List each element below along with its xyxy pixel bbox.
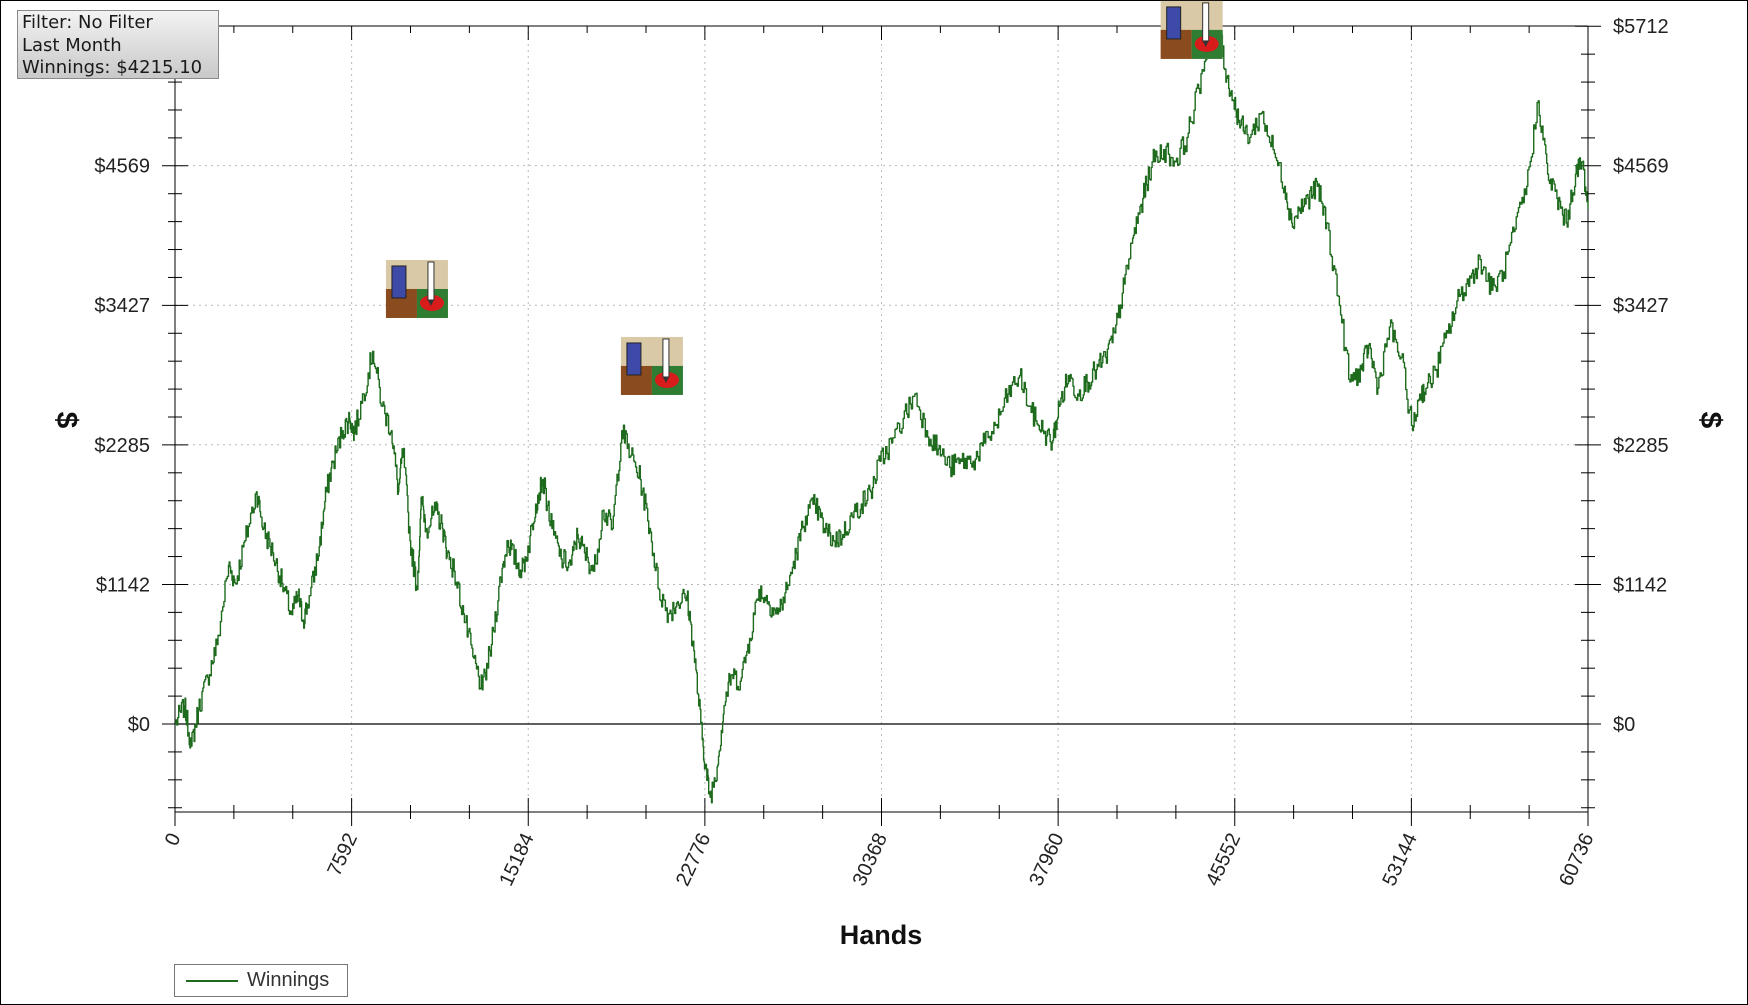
y-tick-label-right: $4569 [1613,156,1669,178]
filter-text: Filter: No Filter [22,12,153,33]
axis-ticks [162,25,1601,826]
y-axis-right-labels: $0 $1142 $2285 $3427 $4569 $5712 [1613,16,1669,736]
x-axis-title: Hands [840,920,923,950]
marker-pen [662,338,670,378]
y-tick-label-right: $2285 [1613,435,1669,457]
y-tick-label-right: $1142 [1613,574,1667,596]
y-tick-label-right: $5712 [1613,16,1669,38]
marker-pen-tip [662,376,669,383]
y-tick-label-left: $2285 [94,435,150,457]
series-line-winnings [175,20,1589,804]
y-tick-label-right: $3427 [1613,295,1669,317]
period-text: Last Month [22,34,122,56]
marker-bottle [1166,6,1182,40]
marker-bottle [391,265,407,299]
hand-marker-icon [620,336,683,395]
filter-info-box: Filter: No Filter Last Month Winnings: $… [17,10,219,79]
legend: Winnings [174,964,348,997]
y-axis-right-title: $ [1694,412,1727,429]
y-tick-label-left: $0 [128,714,150,736]
legend-label-winnings: Winnings [247,969,330,991]
y-tick-label-left: $3427 [94,295,150,317]
line-layer [175,20,1589,804]
y-tick-label-left: $1142 [96,574,150,596]
marker-pen [427,261,435,301]
hand-marker-icon [385,259,448,318]
winnings-text: Winnings: $4215.10 [22,57,203,78]
marker-pen-tip [427,299,434,306]
hand-marker-icon [1160,0,1223,59]
marker-layer [385,0,1223,395]
y-tick-label-right: $0 [1613,714,1635,736]
marker-pen-tip [1202,40,1209,47]
marker-bottle [626,342,642,376]
y-axis-left-title: $ [50,412,83,429]
marker-pen [1202,2,1210,42]
legend-swatch-winnings [186,980,238,982]
y-tick-label-left: $4569 [94,156,150,178]
